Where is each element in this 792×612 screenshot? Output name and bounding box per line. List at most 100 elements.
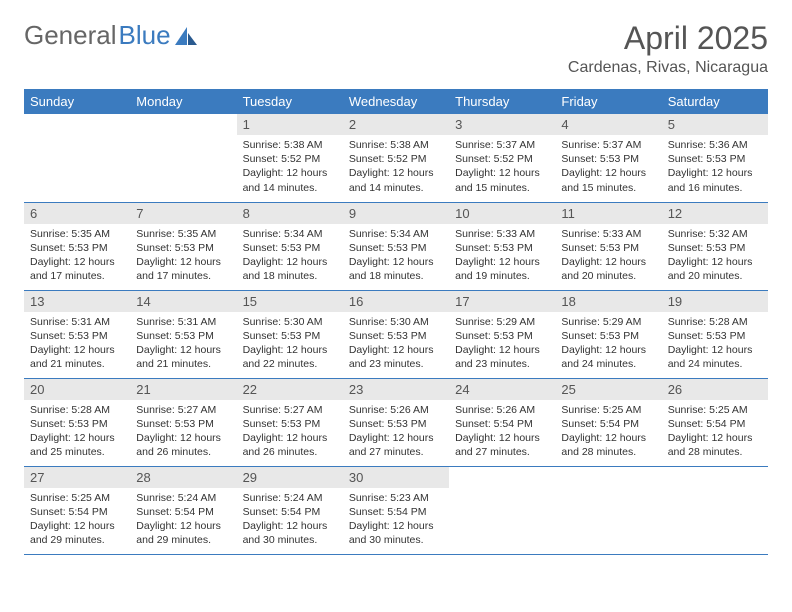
day-line: Daylight: 12 hours and 30 minutes. xyxy=(349,519,443,547)
day-body: Sunrise: 5:25 AMSunset: 5:54 PMDaylight:… xyxy=(555,400,661,466)
day-line: Sunrise: 5:33 AM xyxy=(455,227,549,241)
day-number: 24 xyxy=(449,379,555,400)
day-body: Sunrise: 5:24 AMSunset: 5:54 PMDaylight:… xyxy=(237,488,343,554)
day-header: Thursday xyxy=(449,89,555,114)
day-number: 8 xyxy=(237,203,343,224)
calendar-cell: 8Sunrise: 5:34 AMSunset: 5:53 PMDaylight… xyxy=(237,202,343,290)
calendar-cell: 23Sunrise: 5:26 AMSunset: 5:53 PMDayligh… xyxy=(343,378,449,466)
day-line: Sunset: 5:53 PM xyxy=(349,241,443,255)
day-line: Sunset: 5:53 PM xyxy=(243,417,337,431)
day-line: Daylight: 12 hours and 23 minutes. xyxy=(349,343,443,371)
day-line: Sunrise: 5:28 AM xyxy=(30,403,124,417)
day-line: Daylight: 12 hours and 16 minutes. xyxy=(668,166,762,194)
day-header: Monday xyxy=(130,89,236,114)
calendar-cell xyxy=(130,114,236,202)
day-number: 3 xyxy=(449,114,555,135)
day-line: Sunrise: 5:35 AM xyxy=(136,227,230,241)
calendar-cell: 19Sunrise: 5:28 AMSunset: 5:53 PMDayligh… xyxy=(662,290,768,378)
calendar-cell: 9Sunrise: 5:34 AMSunset: 5:53 PMDaylight… xyxy=(343,202,449,290)
calendar-row: 13Sunrise: 5:31 AMSunset: 5:53 PMDayligh… xyxy=(24,290,768,378)
day-body: Sunrise: 5:26 AMSunset: 5:53 PMDaylight:… xyxy=(343,400,449,466)
day-body: Sunrise: 5:30 AMSunset: 5:53 PMDaylight:… xyxy=(237,312,343,378)
calendar-cell: 18Sunrise: 5:29 AMSunset: 5:53 PMDayligh… xyxy=(555,290,661,378)
day-line: Sunset: 5:53 PM xyxy=(30,417,124,431)
logo-sail-icon xyxy=(175,27,197,45)
calendar-cell: 7Sunrise: 5:35 AMSunset: 5:53 PMDaylight… xyxy=(130,202,236,290)
day-line: Daylight: 12 hours and 26 minutes. xyxy=(136,431,230,459)
day-line: Sunrise: 5:31 AM xyxy=(30,315,124,329)
day-line: Sunrise: 5:30 AM xyxy=(243,315,337,329)
day-body: Sunrise: 5:30 AMSunset: 5:53 PMDaylight:… xyxy=(343,312,449,378)
day-line: Daylight: 12 hours and 24 minutes. xyxy=(668,343,762,371)
day-number: 14 xyxy=(130,291,236,312)
day-line: Sunset: 5:53 PM xyxy=(561,241,655,255)
day-header: Tuesday xyxy=(237,89,343,114)
day-line: Sunset: 5:54 PM xyxy=(455,417,549,431)
calendar-cell: 13Sunrise: 5:31 AMSunset: 5:53 PMDayligh… xyxy=(24,290,130,378)
day-line: Sunset: 5:53 PM xyxy=(668,152,762,166)
day-line: Sunset: 5:54 PM xyxy=(30,505,124,519)
day-line: Sunrise: 5:27 AM xyxy=(243,403,337,417)
day-body: Sunrise: 5:28 AMSunset: 5:53 PMDaylight:… xyxy=(24,400,130,466)
day-line: Sunset: 5:53 PM xyxy=(30,329,124,343)
day-body xyxy=(662,473,768,482)
day-header: Saturday xyxy=(662,89,768,114)
day-header: Wednesday xyxy=(343,89,449,114)
day-number: 16 xyxy=(343,291,449,312)
day-line: Daylight: 12 hours and 20 minutes. xyxy=(561,255,655,283)
day-line: Sunset: 5:54 PM xyxy=(668,417,762,431)
day-line: Sunrise: 5:25 AM xyxy=(561,403,655,417)
calendar-cell: 22Sunrise: 5:27 AMSunset: 5:53 PMDayligh… xyxy=(237,378,343,466)
day-line: Daylight: 12 hours and 18 minutes. xyxy=(243,255,337,283)
day-number: 10 xyxy=(449,203,555,224)
day-number: 2 xyxy=(343,114,449,135)
header: GeneralBlue April 2025 Cardenas, Rivas, … xyxy=(24,20,768,77)
day-line: Daylight: 12 hours and 29 minutes. xyxy=(30,519,124,547)
day-header-row: SundayMondayTuesdayWednesdayThursdayFrid… xyxy=(24,89,768,114)
day-line: Sunset: 5:53 PM xyxy=(349,417,443,431)
calendar-cell: 6Sunrise: 5:35 AMSunset: 5:53 PMDaylight… xyxy=(24,202,130,290)
day-line: Sunrise: 5:34 AM xyxy=(243,227,337,241)
day-body: Sunrise: 5:25 AMSunset: 5:54 PMDaylight:… xyxy=(662,400,768,466)
day-line: Daylight: 12 hours and 15 minutes. xyxy=(455,166,549,194)
day-line: Sunset: 5:53 PM xyxy=(455,329,549,343)
day-number: 27 xyxy=(24,467,130,488)
day-line: Sunset: 5:53 PM xyxy=(349,329,443,343)
day-line: Sunset: 5:53 PM xyxy=(136,241,230,255)
calendar-cell: 24Sunrise: 5:26 AMSunset: 5:54 PMDayligh… xyxy=(449,378,555,466)
day-body: Sunrise: 5:25 AMSunset: 5:54 PMDaylight:… xyxy=(24,488,130,554)
day-number: 20 xyxy=(24,379,130,400)
day-number: 18 xyxy=(555,291,661,312)
logo: GeneralBlue xyxy=(24,20,197,51)
day-line: Daylight: 12 hours and 21 minutes. xyxy=(30,343,124,371)
day-line: Sunset: 5:52 PM xyxy=(455,152,549,166)
day-line: Sunrise: 5:23 AM xyxy=(349,491,443,505)
calendar-cell xyxy=(662,466,768,554)
day-number: 19 xyxy=(662,291,768,312)
day-line: Sunrise: 5:24 AM xyxy=(136,491,230,505)
day-line: Sunset: 5:54 PM xyxy=(561,417,655,431)
calendar-cell: 27Sunrise: 5:25 AMSunset: 5:54 PMDayligh… xyxy=(24,466,130,554)
day-number: 23 xyxy=(343,379,449,400)
calendar-cell: 15Sunrise: 5:30 AMSunset: 5:53 PMDayligh… xyxy=(237,290,343,378)
calendar-cell: 14Sunrise: 5:31 AMSunset: 5:53 PMDayligh… xyxy=(130,290,236,378)
calendar-cell: 25Sunrise: 5:25 AMSunset: 5:54 PMDayligh… xyxy=(555,378,661,466)
day-number: 21 xyxy=(130,379,236,400)
day-body: Sunrise: 5:37 AMSunset: 5:52 PMDaylight:… xyxy=(449,135,555,201)
day-line: Daylight: 12 hours and 14 minutes. xyxy=(243,166,337,194)
calendar-row: 20Sunrise: 5:28 AMSunset: 5:53 PMDayligh… xyxy=(24,378,768,466)
day-line: Sunset: 5:53 PM xyxy=(136,329,230,343)
day-line: Sunset: 5:53 PM xyxy=(561,152,655,166)
day-body: Sunrise: 5:36 AMSunset: 5:53 PMDaylight:… xyxy=(662,135,768,201)
day-line: Sunset: 5:54 PM xyxy=(349,505,443,519)
day-line: Sunrise: 5:36 AM xyxy=(668,138,762,152)
calendar-cell: 21Sunrise: 5:27 AMSunset: 5:53 PMDayligh… xyxy=(130,378,236,466)
day-line: Daylight: 12 hours and 20 minutes. xyxy=(668,255,762,283)
day-body xyxy=(555,473,661,482)
day-line: Sunrise: 5:32 AM xyxy=(668,227,762,241)
day-line: Daylight: 12 hours and 29 minutes. xyxy=(136,519,230,547)
day-line: Sunset: 5:53 PM xyxy=(455,241,549,255)
day-body: Sunrise: 5:27 AMSunset: 5:53 PMDaylight:… xyxy=(130,400,236,466)
day-body: Sunrise: 5:38 AMSunset: 5:52 PMDaylight:… xyxy=(343,135,449,201)
day-body: Sunrise: 5:24 AMSunset: 5:54 PMDaylight:… xyxy=(130,488,236,554)
